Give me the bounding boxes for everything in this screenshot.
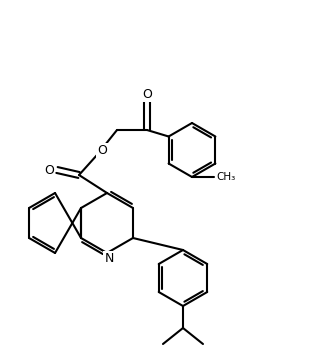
Text: O: O (44, 163, 54, 176)
Text: N: N (104, 252, 114, 265)
Text: O: O (142, 88, 152, 101)
Text: CH₃: CH₃ (216, 172, 235, 182)
Text: O: O (97, 144, 107, 157)
